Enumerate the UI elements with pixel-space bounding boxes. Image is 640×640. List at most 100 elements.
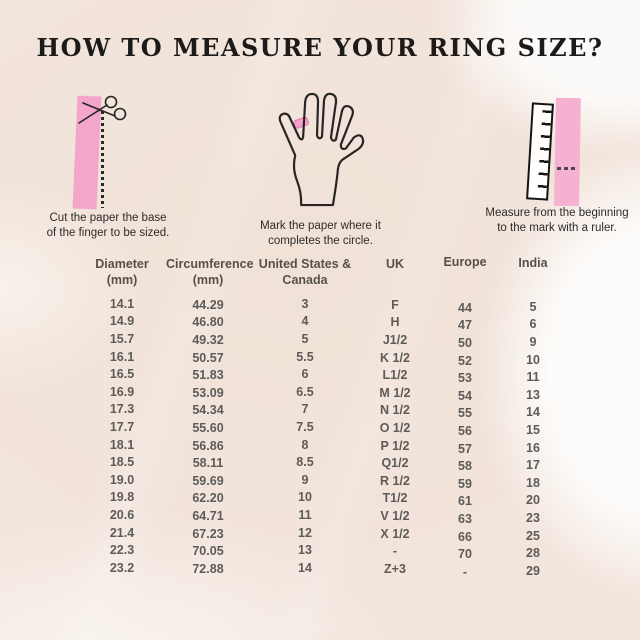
column-header-circumference: Circumference (mm)	[166, 257, 254, 288]
table-cell: 56	[458, 423, 472, 438]
header-line: United States &	[258, 257, 352, 271]
table-cell: 70	[458, 547, 472, 562]
table-cell: 20.6	[109, 507, 135, 522]
caption-line: Cut the paper the base	[49, 212, 167, 224]
table-cell: 59.69	[192, 473, 224, 488]
table-cell: 66	[458, 529, 472, 544]
table-cell: 17.7	[109, 419, 135, 434]
table-cell: F	[391, 297, 399, 312]
step-caption-mark: Mark the paper where it completes the ci…	[238, 219, 403, 249]
caption-line: completes the circle.	[268, 235, 373, 247]
table-cell: 61	[458, 494, 472, 509]
header-line: UK	[385, 257, 405, 271]
table-cell: O 1/2	[379, 420, 411, 435]
table-cell: 16.5	[109, 367, 135, 382]
table-cell: 14.1	[109, 296, 135, 311]
table-cell: L1/2	[382, 368, 408, 383]
table-cell: 18	[526, 475, 540, 490]
table-cell: 25	[526, 528, 540, 543]
column-header-uk: UK	[360, 257, 430, 288]
table-cell: 21.4	[109, 525, 135, 540]
table-row: 18.5 58.11 8.5 Q1/2 58 17	[78, 453, 566, 474]
header-line: (mm)	[192, 272, 224, 287]
page-title: HOW TO MEASURE YOUR RING SIZE?	[36, 33, 604, 62]
table-cell: 14.9	[109, 314, 135, 329]
table-cell: 18.1	[109, 437, 135, 452]
table-cell: 55	[458, 406, 472, 421]
table-cell: 12	[298, 525, 312, 540]
table-cell: H	[390, 315, 400, 330]
table-cell: 8	[301, 437, 309, 452]
table-row: 14.1 44.29 3 F 44 5	[78, 295, 566, 315]
table-cell: 6	[301, 367, 309, 382]
table-cell: 50.57	[192, 350, 224, 365]
table-cell: K 1/2	[380, 350, 410, 365]
table-header-row: Diameter (mm) Circumference (mm) United …	[78, 255, 566, 288]
table-row: 22.3 70.05 13 - 70 28	[78, 541, 566, 562]
table-cell: 58	[458, 459, 472, 474]
table-row: 21.4 67.23 12 X 1/2 66 25	[78, 524, 566, 544]
table-cell: 56.86	[192, 438, 224, 453]
table-cell: X 1/2	[380, 526, 410, 541]
table-cell: 54.34	[192, 403, 224, 418]
scissors-icon	[78, 95, 127, 124]
table-cell: 15.7	[109, 331, 135, 346]
table-cell: -	[392, 544, 398, 559]
table-row: 15.7 49.32 5 J1/2 50 9	[78, 330, 566, 350]
table-cell: 11	[298, 507, 312, 522]
caption-line: of the finger to be sized.	[46, 227, 170, 239]
table-cell: J1/2	[382, 332, 408, 347]
header-line: Canada	[282, 272, 328, 287]
table-cell: V 1/2	[380, 508, 410, 523]
table-cell: 58.11	[192, 456, 224, 471]
header-line: India	[518, 256, 548, 270]
table-row: 19.0 59.69 9 R 1/2 59 18	[78, 471, 566, 491]
table-cell: 15	[526, 422, 540, 437]
table-cell: 17	[526, 458, 540, 473]
header-line: Circumference	[166, 257, 254, 271]
table-row: 20.6 64.71 11 V 1/2 63 23	[78, 506, 566, 526]
column-header-europe: Europe	[430, 255, 500, 286]
table-cell: R 1/2	[380, 473, 410, 488]
table-cell: 53.09	[192, 385, 224, 400]
table-cell: 7	[301, 402, 309, 417]
table-cell: 14	[526, 405, 540, 420]
table-cell: 16.9	[109, 384, 135, 399]
caption-line: to the mark with a ruler.	[497, 222, 617, 234]
table-row: 16.9 53.09 6.5 M 1/2 54 13	[78, 383, 566, 403]
ring-size-table: Diameter (mm) Circumference (mm) United …	[78, 255, 566, 579]
ring-mark	[293, 116, 309, 129]
table-cell: 19.8	[109, 490, 135, 505]
step-caption-measure: Measure from the beginning to the mark w…	[468, 206, 640, 236]
table-cell: 47	[458, 318, 472, 333]
table-cell: 13	[298, 543, 312, 558]
table-row: 17.7 55.60 7.5 O 1/2 56 15	[78, 418, 566, 438]
table-row: 17.3 54.34 7 N 1/2 55 14	[78, 401, 566, 421]
column-header-us-canada: United States & Canada	[250, 257, 360, 288]
table-row: 23.2 72.88 14 Z+3 - 29	[78, 559, 566, 579]
table-cell: -	[462, 564, 468, 579]
paper-strip-measured	[554, 97, 581, 207]
table-body: 14.1 44.29 3 F 44 5 14.9 46.80 4 H 47 6 15.7 49.32 5 J1…	[78, 295, 566, 579]
caption-line: Mark the paper where it	[260, 220, 381, 232]
table-cell: 55.60	[192, 420, 224, 435]
table-row: 19.8 62.20 10 T1/2 61 20	[78, 489, 566, 509]
table-cell: 5	[301, 331, 309, 346]
table-cell: Z+3	[384, 561, 406, 576]
table-cell: N 1/2	[380, 403, 410, 418]
table-cell: 20	[526, 493, 540, 508]
table-cell: 5.5	[296, 349, 314, 364]
table-cell: 54	[458, 388, 472, 403]
table-cell: 13	[526, 387, 540, 402]
table-cell: 64.71	[192, 508, 224, 523]
table-cell: 29	[526, 563, 540, 578]
table-row: 14.9 46.80 4 H 47 6	[78, 313, 566, 333]
table-cell: 62.20	[192, 491, 224, 506]
column-header-india: India	[500, 256, 566, 287]
table-row: 18.1 56.86 8 P 1/2 57 16	[78, 436, 566, 456]
step-caption-cut: Cut the paper the base of the finger to …	[18, 211, 198, 241]
table-cell: 9	[529, 334, 537, 349]
table-cell: 18.5	[109, 455, 135, 470]
table-cell: 52	[458, 353, 472, 368]
